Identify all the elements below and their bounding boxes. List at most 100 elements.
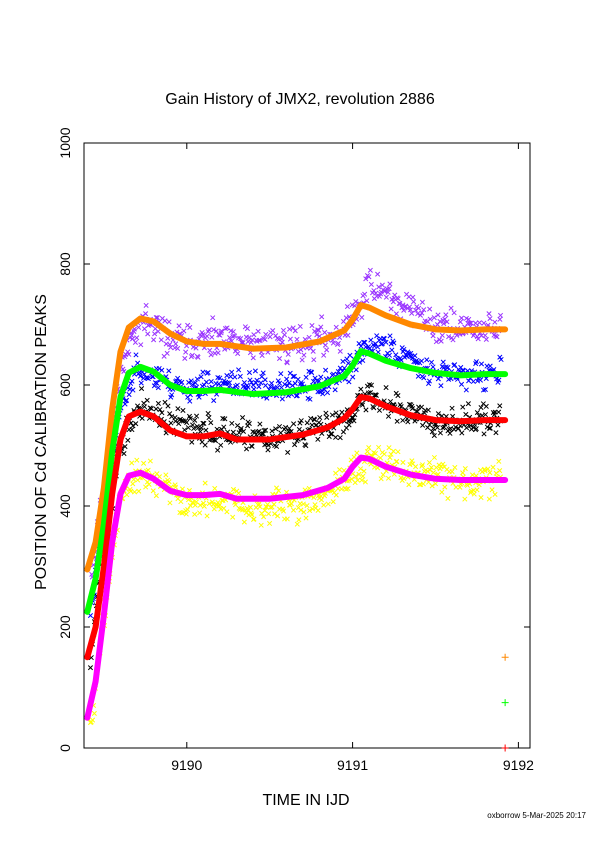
data-point <box>224 325 230 331</box>
data-point <box>360 357 366 364</box>
data-point <box>430 470 436 476</box>
data-point <box>397 301 403 307</box>
data-point <box>383 339 389 345</box>
data-point <box>323 410 329 416</box>
data-point <box>325 501 331 507</box>
data-point <box>124 397 130 403</box>
data-point <box>167 500 173 506</box>
data-point <box>442 484 448 490</box>
data-point <box>385 413 392 419</box>
plot-frame <box>83 142 531 749</box>
data-point <box>450 337 456 343</box>
data-point <box>143 484 149 490</box>
data-point <box>321 352 327 358</box>
data-point <box>240 428 247 434</box>
data-point <box>356 471 362 477</box>
data-point <box>431 454 437 461</box>
data-point <box>195 354 201 360</box>
fit-curve <box>84 454 509 721</box>
data-point <box>262 377 268 383</box>
data-point <box>318 421 324 427</box>
data-point <box>246 369 253 376</box>
data-point <box>413 464 419 470</box>
data-point <box>374 333 380 339</box>
data-point <box>345 486 351 492</box>
data-point <box>429 483 435 489</box>
data-point <box>156 474 162 480</box>
data-point <box>230 486 236 492</box>
data-point <box>126 351 132 357</box>
data-point <box>379 282 385 288</box>
data-point <box>210 315 216 321</box>
data-point <box>155 400 161 407</box>
data-point <box>163 472 169 478</box>
data-point <box>339 409 345 415</box>
data-point <box>132 489 138 495</box>
data-point <box>426 378 432 384</box>
data-point <box>247 377 253 383</box>
data-point <box>321 502 327 508</box>
fit-curve <box>84 302 509 573</box>
data-point <box>439 489 445 495</box>
data-point <box>200 332 206 338</box>
data-point <box>257 504 263 510</box>
y-tick-label: 200 <box>57 615 73 639</box>
data-point <box>353 367 359 373</box>
data-point <box>379 341 385 347</box>
data-point <box>406 482 412 488</box>
data-point <box>387 281 393 287</box>
data-point <box>152 380 158 386</box>
data-point <box>143 311 149 317</box>
data-point <box>232 333 238 339</box>
data-point <box>411 299 417 305</box>
data-point <box>248 339 254 345</box>
data-point <box>236 490 242 496</box>
data-point <box>330 499 336 505</box>
data-point <box>400 459 406 465</box>
data-point <box>244 326 250 332</box>
data-point <box>474 487 480 493</box>
data-point <box>284 516 290 522</box>
plus-marker <box>501 699 509 707</box>
data-point <box>213 328 219 334</box>
data-point <box>154 315 161 321</box>
data-point <box>388 306 394 312</box>
data-point <box>224 372 230 379</box>
data-point <box>450 413 456 419</box>
data-point <box>124 492 130 498</box>
data-point <box>156 365 162 372</box>
data-point <box>265 442 272 448</box>
data-point <box>318 374 324 380</box>
data-point <box>261 514 267 520</box>
data-point <box>230 514 236 520</box>
data-point <box>320 391 326 397</box>
data-point <box>282 424 289 430</box>
data-point <box>330 340 336 346</box>
data-point <box>294 393 300 399</box>
data-point <box>481 431 487 437</box>
data-point <box>229 369 235 375</box>
x-tick-label: 9192 <box>503 757 534 773</box>
data-point <box>200 500 207 506</box>
data-point <box>460 470 466 476</box>
data-point <box>151 337 157 343</box>
data-point <box>482 387 488 393</box>
data-point <box>497 316 503 322</box>
data-point <box>332 387 338 393</box>
data-point <box>187 415 193 421</box>
data-point <box>129 332 135 338</box>
data-point <box>169 392 175 398</box>
data-point <box>328 431 334 437</box>
data-point <box>338 486 345 492</box>
data-point <box>335 369 341 375</box>
data-point <box>132 339 138 345</box>
chart-title: Gain History of JMX2, revolution 2886 <box>165 91 435 108</box>
data-point <box>167 411 173 417</box>
data-point <box>215 447 221 453</box>
data-point <box>383 294 389 300</box>
data-point <box>207 347 213 353</box>
data-point <box>359 314 365 321</box>
data-point <box>262 336 268 342</box>
data-point <box>318 497 325 503</box>
